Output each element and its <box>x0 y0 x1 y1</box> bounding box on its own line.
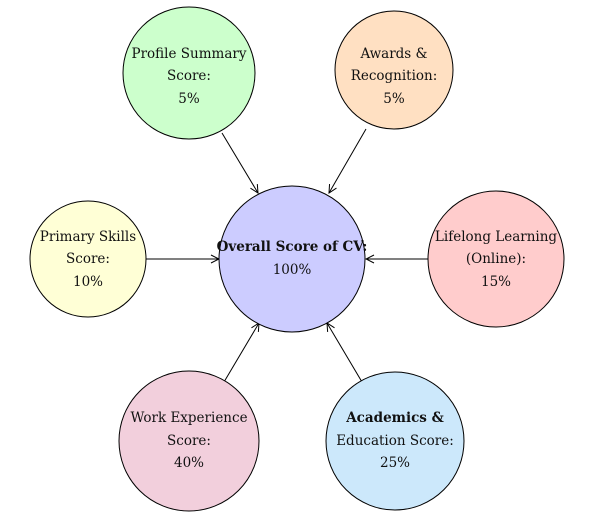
arrow-work-experience <box>223 323 259 383</box>
node-label-line: Primary Skills <box>40 229 136 245</box>
node-value: 5% <box>178 91 200 107</box>
center-node-value: 100% <box>273 262 312 278</box>
center-node-title: Overall Score of CV: <box>217 239 368 255</box>
node-value: 5% <box>383 91 405 107</box>
node-work-experience: Work Experience Score: 40% <box>118 370 260 512</box>
node-value: 40% <box>174 455 204 471</box>
arrow-awards-recognition <box>329 128 367 193</box>
node-label-line: Score: <box>167 433 211 449</box>
arrow-academics-education <box>327 323 363 383</box>
node-label-line: Lifelong Learning <box>435 229 558 245</box>
node-value: 10% <box>73 274 103 290</box>
node-profile-summary: Profile Summary Score: 5% <box>122 6 256 140</box>
center-node: Overall Score of CV: 100% <box>217 185 368 333</box>
node-value: 25% <box>380 455 410 471</box>
node-awards-recognition-circle <box>334 10 454 130</box>
node-lifelong-learning-circle <box>427 190 565 328</box>
node-work-experience-circle <box>118 370 260 512</box>
node-lifelong-learning: Lifelong Learning (Online): 15% <box>427 190 565 328</box>
node-value: 15% <box>481 274 511 290</box>
center-node-circle <box>218 185 366 333</box>
connector-arrows <box>146 128 430 383</box>
node-profile-summary-circle <box>122 6 256 140</box>
node-academics-education: Academics & Education Score: 25% <box>325 371 465 511</box>
node-label-line: Recognition: <box>351 68 438 84</box>
node-label-line: Profile Summary <box>132 46 247 62</box>
node-label-line: Work Experience <box>130 410 247 426</box>
node-label-line: Score: <box>66 251 110 267</box>
node-label-line: Education Score: <box>336 433 454 449</box>
node-academics-education-circle <box>325 371 465 511</box>
arrow-profile-summary <box>221 132 258 193</box>
node-label-line: Awards & <box>359 46 427 62</box>
node-label-line: Score: <box>167 68 211 84</box>
node-label-line: (Online): <box>466 251 526 267</box>
node-primary-skills-circle <box>29 200 147 318</box>
node-awards-recognition: Awards & Recognition: 5% <box>334 10 454 130</box>
node-label-line: Academics & <box>345 410 444 426</box>
node-primary-skills: Primary Skills Score: 10% <box>29 200 147 318</box>
